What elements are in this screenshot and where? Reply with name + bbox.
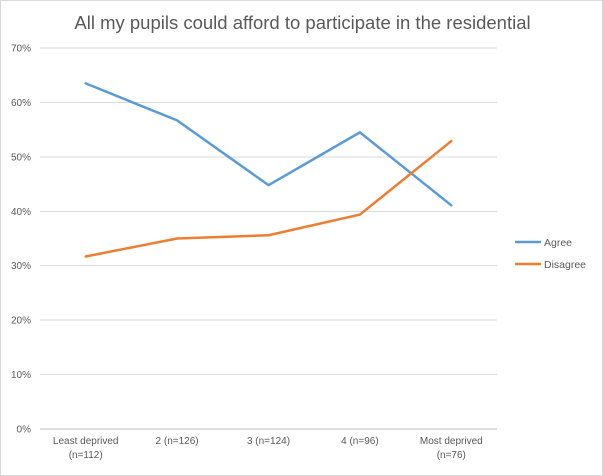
y-tick-label: 50% <box>11 152 31 163</box>
y-tick-label: 0% <box>17 425 32 436</box>
legend-label-disagree: Disagree <box>544 259 586 271</box>
y-tick-label: 40% <box>11 207 31 218</box>
chart-title: All my pupils could afford to participat… <box>74 12 531 33</box>
series-line-disagree <box>84 139 453 258</box>
x-tick-label: Least deprived (n=112) <box>53 436 119 461</box>
x-axis-ticks: Least deprived (n=112) 2 (n=126) 3 (n=124) 4… <box>53 436 483 461</box>
x-tick-label: 4 (n=96) <box>341 436 379 447</box>
x-tick-label: 3 (n=124) <box>247 436 290 447</box>
y-tick-label: 60% <box>11 98 31 109</box>
y-tick-label: 70% <box>11 44 31 55</box>
series-line-agree <box>84 82 453 207</box>
y-tick-label: 30% <box>11 261 31 272</box>
legend: Agree Disagree <box>515 237 586 271</box>
y-tick-label: 10% <box>11 370 31 381</box>
legend-label-agree: Agree <box>544 237 572 249</box>
y-axis-ticks: 0% 10% 20% 30% 40% 50% 60% 70% <box>11 44 31 436</box>
gridlines <box>40 47 497 430</box>
x-tick-label: Most deprived (n=76) <box>420 436 483 461</box>
x-tick-label: 2 (n=126) <box>156 436 199 447</box>
series-lines <box>84 82 453 258</box>
y-tick-label: 20% <box>11 316 31 327</box>
